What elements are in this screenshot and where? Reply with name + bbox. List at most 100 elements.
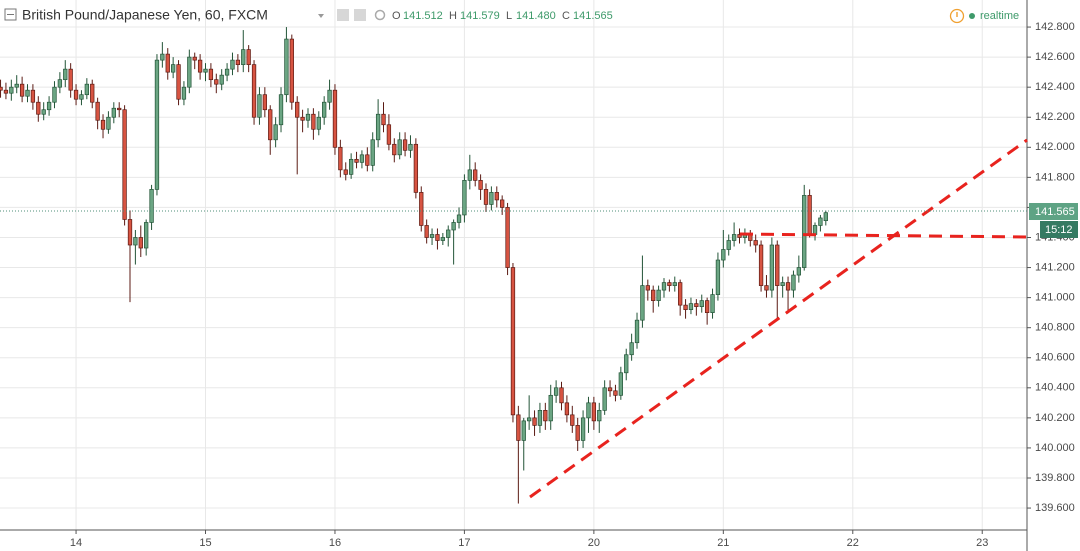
candle-body	[764, 285, 769, 291]
y-tick-label: 142.200	[1035, 111, 1075, 123]
candle-body	[127, 219, 133, 246]
dropdown-arrow[interactable]	[318, 14, 324, 18]
close-value: 141.565	[573, 10, 613, 22]
candle-body	[624, 354, 629, 374]
warning-icon[interactable]	[949, 8, 965, 24]
candle-body	[181, 86, 187, 100]
countdown-tag	[1040, 221, 1078, 238]
last-price-tag	[1029, 203, 1078, 220]
y-tick-label: 142.000	[1035, 141, 1075, 153]
candle-body	[602, 387, 607, 411]
realtime-dot	[969, 13, 975, 19]
x-tick-label: 16	[329, 537, 341, 549]
candle-body	[570, 414, 575, 426]
open-value: 141.512	[403, 10, 443, 22]
candle-body	[322, 101, 327, 118]
y-tick-label: 141.000	[1035, 292, 1075, 304]
candle-body	[678, 282, 683, 306]
y-tick-label: 140.800	[1035, 322, 1075, 334]
candle-body	[224, 68, 230, 76]
candles	[0, 27, 828, 504]
candle-body	[699, 300, 704, 307]
candle-body	[316, 116, 321, 130]
candle-body	[731, 234, 737, 241]
candle-body	[785, 282, 791, 291]
candle-body	[230, 59, 235, 70]
candle-body	[295, 101, 300, 118]
candle-body	[683, 304, 688, 310]
candle-body	[823, 212, 828, 222]
candle-body	[219, 74, 224, 85]
candle-body	[208, 68, 214, 81]
candle-body	[796, 267, 801, 276]
candle-body	[651, 289, 656, 301]
candle-body	[160, 53, 165, 61]
high-key: H	[449, 10, 457, 22]
candle-body	[95, 101, 100, 121]
last-price-label: 141.565	[1035, 206, 1075, 218]
collapse-icon[interactable]	[4, 8, 17, 21]
realtime-status: realtime	[980, 10, 1019, 22]
candle-body	[52, 86, 57, 103]
x-tick-label: 15	[199, 537, 211, 549]
candle-body	[170, 64, 176, 73]
x-tick-label: 17	[458, 537, 470, 549]
candle-body	[435, 234, 440, 241]
candle-body	[424, 225, 429, 238]
source-icon[interactable]	[374, 9, 386, 21]
candle-body	[613, 390, 618, 396]
countdown-label: 15:12	[1045, 224, 1073, 236]
candle-body	[149, 189, 154, 223]
y-tick-label: 139.600	[1035, 502, 1075, 514]
candle-body	[154, 59, 160, 190]
candle-body	[41, 109, 46, 115]
candle-body	[483, 189, 489, 205]
candle-body	[775, 244, 780, 286]
candle-body	[262, 94, 267, 111]
settings-icon[interactable]	[337, 9, 349, 21]
candle-body	[30, 89, 36, 103]
candle-body	[586, 402, 591, 419]
candle-body	[656, 289, 661, 301]
candle-body	[758, 244, 764, 286]
candle-body	[494, 192, 499, 201]
candle-body	[214, 79, 219, 85]
candle-body	[235, 59, 241, 65]
candle-body	[812, 225, 818, 235]
candle-body	[553, 387, 559, 396]
candle-body	[63, 68, 68, 81]
candle-body	[607, 387, 613, 392]
candle-body	[246, 49, 251, 65]
candle-body	[111, 107, 116, 118]
grid	[0, 0, 1027, 530]
candle-body	[500, 199, 505, 208]
candle-body	[273, 124, 278, 141]
y-tick-label: 140.400	[1035, 382, 1075, 394]
candle-body	[365, 154, 370, 166]
candle-body	[375, 113, 381, 141]
candle-body	[672, 282, 677, 286]
candle-body	[397, 139, 402, 156]
candle-body	[429, 234, 435, 238]
y-tick-label: 142.800	[1035, 21, 1075, 33]
candle-body	[106, 116, 111, 130]
candle-body	[381, 113, 386, 126]
y-tick-label: 141.200	[1035, 261, 1075, 273]
candle-body	[370, 139, 375, 166]
candle-body	[241, 49, 246, 65]
candle-body	[753, 240, 758, 246]
candle-body	[694, 303, 699, 307]
candle-body	[791, 274, 796, 291]
candle-body	[543, 410, 548, 422]
visibility-icon[interactable]	[354, 9, 366, 21]
candle-body	[348, 158, 354, 175]
candle-body	[117, 107, 122, 111]
candle-body	[564, 402, 570, 416]
candle-body	[278, 94, 284, 126]
warning-mark	[956, 12, 958, 17]
candle-body	[46, 101, 52, 111]
candle-body	[289, 38, 294, 103]
candle-body	[456, 214, 462, 223]
